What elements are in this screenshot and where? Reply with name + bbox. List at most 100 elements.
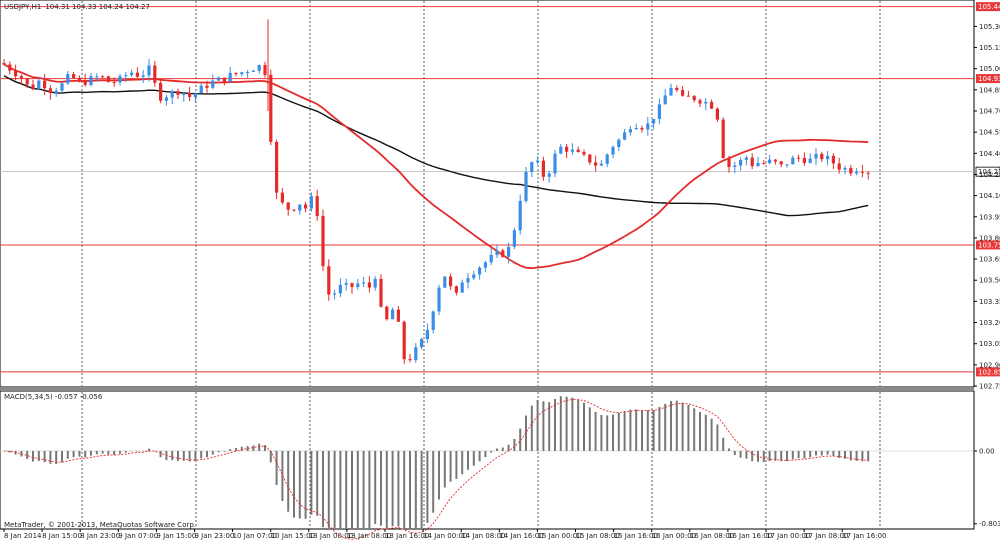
candle-body: [599, 163, 603, 166]
candle-body: [130, 72, 134, 76]
indicator-tick-label: -0.803: [979, 520, 1000, 528]
time-tick-label: 9 Jan 15:00: [156, 532, 196, 540]
candle-body: [466, 278, 470, 283]
candle-body: [443, 276, 447, 288]
candle-body: [634, 127, 638, 130]
candle-body: [449, 276, 453, 287]
candle-body: [379, 278, 383, 307]
candle-body: [536, 160, 540, 163]
candle-body: [576, 149, 580, 153]
candle-body: [826, 155, 830, 160]
candle-body: [791, 157, 795, 165]
chart-title-ohlc: USDJPY,H1 104.31 104.33 104.24 104.27: [4, 3, 150, 11]
candle-body: [8, 64, 12, 71]
candle-body: [2, 63, 6, 65]
candle-body: [54, 90, 58, 93]
candle-body: [72, 74, 76, 78]
candle-body: [657, 104, 661, 119]
candle-body: [193, 93, 197, 97]
candle-body: [715, 108, 719, 120]
candle-body: [773, 159, 777, 162]
copyright-text: MetaTrader, © 2001-2013, MetaQuotas Soft…: [4, 521, 196, 529]
candle-body: [779, 161, 783, 165]
time-tick-label: 15 Jan 16:00: [614, 532, 658, 540]
candle-body: [681, 90, 685, 96]
time-tick-label: 15 Jan 00:00: [537, 532, 581, 540]
time-tick-label: 17 Jan 00:00: [766, 532, 810, 540]
level-tag: [976, 2, 1000, 12]
current-price-label: 104.27: [978, 168, 1000, 176]
candle-body: [739, 159, 743, 166]
candle-body: [553, 153, 557, 174]
candle-body: [472, 274, 476, 279]
candle-body: [246, 71, 250, 73]
candle-body: [217, 77, 221, 81]
candle-body: [565, 146, 569, 152]
candle-body: [304, 204, 308, 209]
candle-body: [855, 171, 859, 174]
price-tick-label: 105.15: [979, 44, 1000, 52]
vertical-gridlines: [81, 1, 881, 528]
candle-body: [362, 282, 366, 284]
candle-body: [727, 157, 731, 167]
candle-body: [77, 77, 81, 81]
time-tick-label: 14 Jan 16:00: [499, 532, 543, 540]
candle-body: [524, 172, 528, 201]
candle-body: [518, 200, 522, 231]
candle-body: [66, 74, 70, 84]
candle-body: [14, 70, 18, 77]
level-tag: [976, 367, 1000, 377]
candle-body: [605, 154, 609, 164]
time-tick-label: 9 Jan 23:00: [195, 532, 235, 540]
horizontal-levels: 105.44 104.93 103.75 102.85 104.27: [0, 2, 1000, 377]
level-tag-label: 103.75: [978, 241, 1000, 249]
candle-body: [60, 83, 64, 91]
candle-body: [19, 76, 23, 79]
candle-body: [512, 230, 516, 247]
candle-body: [785, 164, 789, 166]
candle-body: [199, 85, 203, 94]
price-tick-label: 103.35: [979, 298, 1000, 306]
candle-body: [205, 85, 209, 88]
price-tick-label: 102.75: [979, 383, 1000, 391]
candle-body: [257, 65, 261, 71]
candle-body: [849, 168, 853, 174]
time-tick-label: 13 Jan 16:00: [385, 532, 429, 540]
candle-body: [31, 84, 35, 90]
candle-body: [182, 93, 186, 95]
candle-body: [135, 72, 139, 77]
time-tick-label: 10 Jan 07:00: [233, 532, 277, 540]
candle-body: [843, 168, 847, 170]
candle-body: [37, 80, 41, 90]
candle-body: [431, 311, 435, 330]
level-tag-label: 104.93: [978, 75, 1000, 83]
time-tick-label: 9 Jan 07:00: [118, 532, 158, 540]
candle-body: [489, 254, 493, 263]
candle-body: [188, 93, 192, 97]
price-tick-label: 105.00: [979, 65, 1000, 73]
candle-body: [768, 159, 772, 164]
fast-moving-average: [3, 63, 869, 270]
price-tick-label: 104.25: [979, 171, 1000, 179]
panel-separator[interactable]: [0, 387, 974, 391]
candle-body: [541, 160, 545, 177]
candle-body: [478, 267, 482, 275]
candle-body: [820, 153, 824, 160]
candle-body: [530, 162, 534, 173]
candle-body: [385, 306, 389, 320]
time-tick-label: 13 Jan 08:00: [347, 532, 391, 540]
price-tick-label: 103.80: [979, 234, 1000, 242]
price-tick-label: 105.30: [979, 23, 1000, 31]
time-tick-label: 8 Jan 23:00: [80, 532, 120, 540]
level-tag-label: 105.44: [978, 3, 1000, 11]
candle-body: [640, 127, 644, 130]
candle-body: [692, 95, 696, 101]
candle-body: [101, 76, 105, 78]
candle-body: [48, 88, 52, 93]
candle-body: [327, 266, 331, 295]
candle-body: [454, 286, 458, 293]
candle-body: [750, 157, 754, 167]
candle-body: [391, 309, 395, 320]
candle-body: [831, 155, 835, 164]
